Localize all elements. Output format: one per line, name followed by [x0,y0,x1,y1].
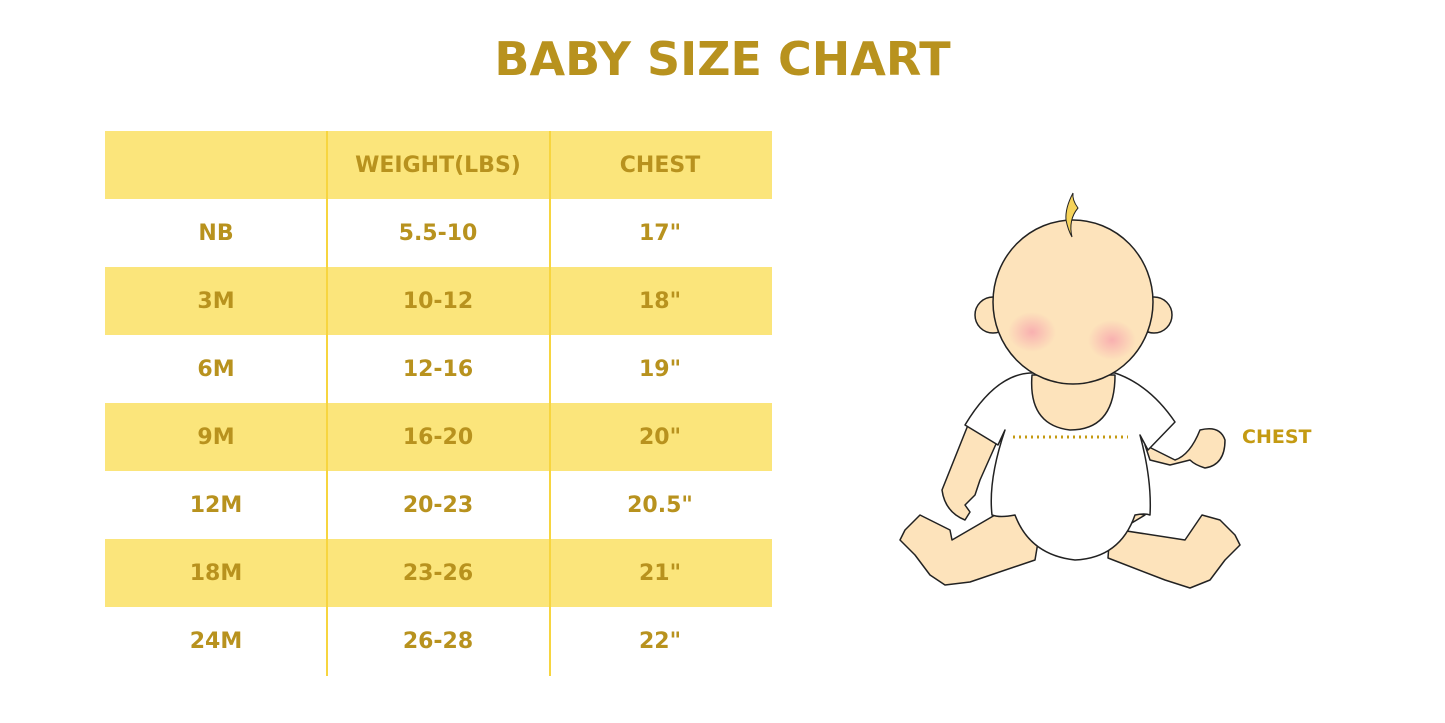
table-row: 6M 12-16 19" [105,335,772,403]
size-cell: 24M [189,628,243,654]
size-cell: 6M [197,356,235,382]
size-cell: 9M [197,424,235,450]
size-cell: 12M [189,492,243,518]
weight-cell: 26-28 [402,628,474,654]
chest-cell: 21" [638,560,682,586]
column-divider [549,131,551,676]
chest-cell: 20.5" [627,492,693,518]
table-row: NB 5.5-10 17" [105,199,772,267]
chest-cell: 20" [638,424,682,450]
table-row: 24M 26-28 22" [105,607,772,675]
size-cell: NB [198,220,234,246]
page-title: BABY SIZE CHART [494,32,951,86]
chest-cell: 19" [638,356,682,382]
neck [1030,374,1116,431]
hair-curl [1065,192,1079,238]
header-weight: WEIGHT(LBS) [355,152,521,178]
right-arm [1144,428,1226,469]
head [992,219,1154,385]
table-row: 12M 20-23 20.5" [105,471,772,539]
weight-cell: 16-20 [402,424,474,450]
size-cell: 18M [189,560,243,586]
column-divider [326,131,328,676]
table-header-row: WEIGHT(LBS) CHEST [105,131,772,199]
baby-illustration [899,192,1241,589]
chest-cell: 17" [638,220,682,246]
table-row: 9M 16-20 20" [105,403,772,471]
table-row: 18M 23-26 21" [105,539,772,607]
weight-cell: 20-23 [402,492,474,518]
table-row: 3M 10-12 18" [105,267,772,335]
weight-cell: 23-26 [402,560,474,586]
size-table: WEIGHT(LBS) CHEST NB 5.5-10 17" 3M 10-12… [105,131,772,675]
chest-cell: 18" [638,288,682,314]
weight-cell: 12-16 [402,356,474,382]
weight-cell: 10-12 [402,288,474,314]
size-cell: 3M [197,288,235,314]
onesie [964,372,1176,561]
header-chest: CHEST [619,152,701,178]
chest-cell: 22" [638,628,682,654]
weight-cell: 5.5-10 [398,220,478,246]
left-arm [941,419,1001,521]
chest-label: CHEST [1242,426,1312,448]
